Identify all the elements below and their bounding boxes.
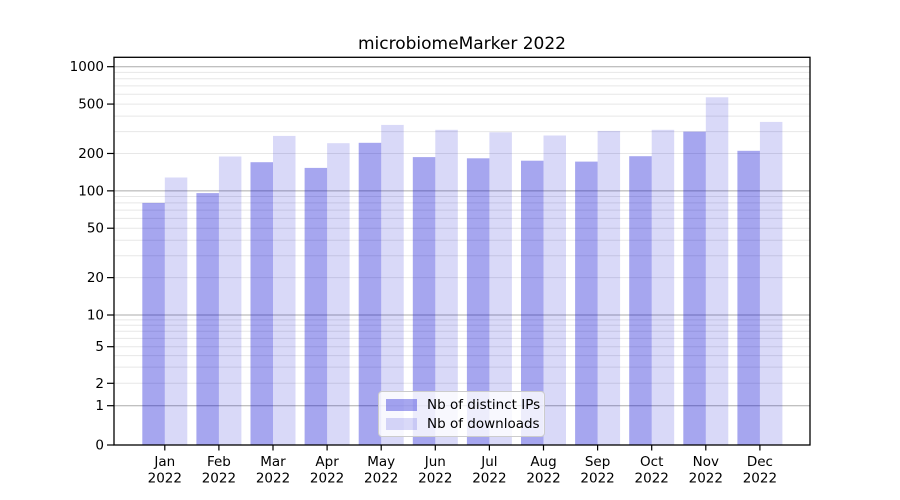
x-tick-label-year: 2022 [635, 471, 669, 487]
bar-ips-oct [629, 156, 652, 445]
y-tick-label: 1000 [70, 59, 104, 75]
x-tick-label-month: Jul [480, 454, 497, 470]
plot-border [113, 56, 811, 446]
bar-downloads-aug [543, 135, 566, 445]
x-tick-label-year: 2022 [256, 471, 290, 487]
x-tick-label-month: Jun [424, 454, 446, 470]
bar-downloads-jul [489, 132, 512, 446]
x-tick-label-month: Feb [207, 454, 231, 470]
bar-downloads-apr [327, 143, 350, 445]
chart-title: microbiomeMarker 2022 [357, 34, 566, 54]
bar-downloads-dec [759, 121, 783, 446]
bar-downloads-jan [164, 177, 188, 445]
bar-ips-nov [683, 131, 706, 445]
bar-downloads-mar [273, 135, 296, 445]
x-tick-label-year: 2022 [310, 471, 344, 487]
x-tick-label-month: Nov [693, 454, 719, 470]
bar-downloads-may [381, 124, 404, 446]
x-tick-label-month: Dec [747, 454, 773, 470]
x-tick-label-year: 2022 [580, 471, 614, 487]
y-tick-label: 100 [78, 183, 104, 199]
x-tick-label-month: Jan [153, 454, 175, 470]
legend: Nb of distinct IPs Nb of downloads [378, 391, 545, 437]
x-tick-label-month: Oct [640, 454, 663, 470]
y-tick-label: 0 [95, 438, 104, 454]
y-tick-label: 5 [95, 339, 104, 355]
y-tick-label: 20 [87, 270, 104, 286]
bar-ips-sep [575, 161, 598, 445]
bar-downloads-feb [218, 156, 242, 445]
y-tick-label: 500 [78, 97, 104, 113]
x-tick-label-year: 2022 [689, 471, 723, 487]
y-tick-label: 2 [95, 376, 104, 392]
x-tick-label-month: Aug [530, 454, 556, 470]
bar-ips-dec [737, 150, 760, 446]
legend-label-distinct-ips: Nb of distinct IPs [427, 396, 541, 413]
legend-item-downloads: Nb of downloads [386, 415, 540, 432]
x-tick-label-year: 2022 [364, 471, 398, 487]
bar-ips-feb [196, 193, 219, 445]
bar-downloads-sep [597, 130, 621, 445]
x-tick-label-year: 2022 [148, 471, 182, 487]
legend-swatch-downloads [386, 417, 417, 430]
bar-ips-apr [304, 167, 328, 445]
legend-label-downloads: Nb of downloads [427, 415, 540, 432]
bar-downloads-oct [651, 129, 675, 446]
x-tick-label-year: 2022 [472, 471, 506, 487]
y-tick-label: 1 [95, 398, 104, 414]
x-tick-label-year: 2022 [418, 471, 452, 487]
x-tick-label-month: May [367, 454, 395, 470]
bar-ips-jul [466, 158, 490, 446]
legend-swatch-distinct-ips [386, 398, 417, 411]
bar-ips-jan [142, 202, 165, 445]
bar-ips-aug [521, 160, 544, 445]
legend-item-distinct-ips: Nb of distinct IPs [386, 396, 541, 413]
x-tick-label-month: Mar [260, 454, 286, 470]
x-tick-label-year: 2022 [743, 471, 777, 487]
bar-downloads-jun [435, 129, 458, 446]
x-tick-label-month: Apr [315, 454, 339, 470]
y-tick-label: 50 [87, 221, 104, 237]
bar-ips-jun [412, 157, 436, 445]
y-tick-label: 200 [78, 146, 104, 162]
x-tick-label-month: Sep [585, 454, 610, 470]
x-tick-label-year: 2022 [202, 471, 236, 487]
bar-ips-may [358, 142, 382, 446]
bar-downloads-nov [705, 97, 729, 446]
x-tick-label-year: 2022 [526, 471, 560, 487]
bar-ips-mar [250, 162, 273, 445]
y-tick-label: 10 [87, 308, 104, 324]
